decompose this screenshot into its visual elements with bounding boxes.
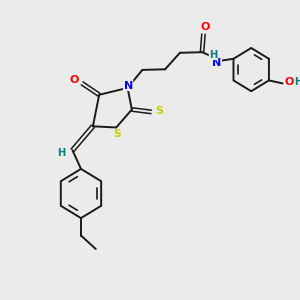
Text: H: H xyxy=(209,50,217,60)
Text: O: O xyxy=(200,22,210,32)
Text: H: H xyxy=(294,77,300,87)
Text: S: S xyxy=(113,129,121,140)
Text: O: O xyxy=(70,75,79,85)
Text: N: N xyxy=(212,58,221,68)
Text: S: S xyxy=(155,106,163,116)
Text: O: O xyxy=(285,77,294,87)
Text: H: H xyxy=(58,148,66,158)
Text: N: N xyxy=(124,80,133,91)
